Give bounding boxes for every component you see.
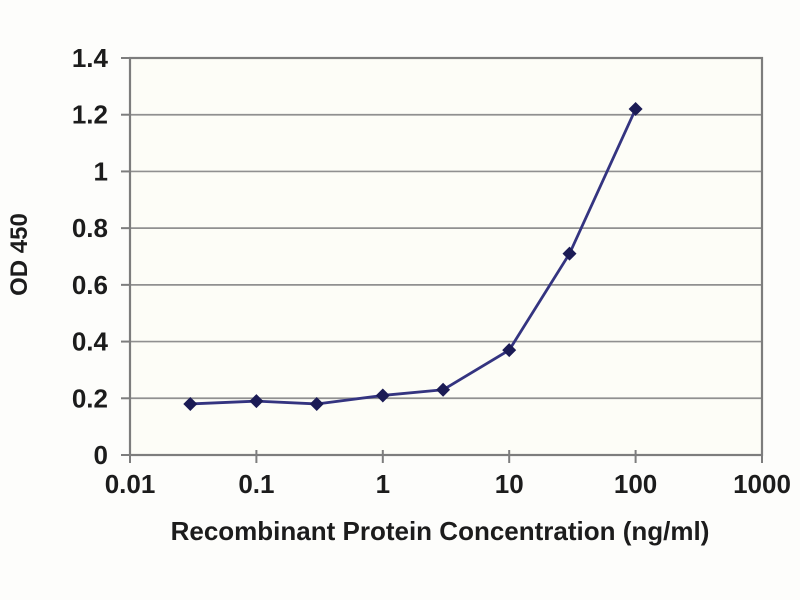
data-point-marker bbox=[436, 382, 451, 397]
x-tick-label: 0.1 bbox=[238, 469, 274, 499]
y-tick-label: 1.4 bbox=[72, 43, 109, 73]
x-axis-title: Recombinant Protein Concentration (ng/ml… bbox=[171, 516, 710, 546]
y-tick-label: 0 bbox=[94, 440, 108, 470]
y-tick-label: 0.2 bbox=[72, 383, 108, 413]
x-tick-label: 10 bbox=[495, 469, 524, 499]
y-tick-label: 1 bbox=[94, 156, 108, 186]
data-point-marker bbox=[183, 396, 198, 411]
data-point-marker bbox=[375, 388, 390, 403]
data-point-marker bbox=[562, 246, 577, 261]
data-point-marker bbox=[249, 394, 264, 409]
series-line bbox=[188, 107, 637, 406]
x-tick-label: 100 bbox=[614, 469, 657, 499]
plot-frame bbox=[128, 56, 764, 457]
y-tick-label: 0.8 bbox=[72, 213, 108, 243]
x-tick-label: 0.01 bbox=[105, 469, 156, 499]
x-tick-label: 1000 bbox=[733, 469, 791, 499]
data-point-marker bbox=[309, 396, 324, 411]
y-tick-label: 0.4 bbox=[72, 327, 109, 357]
plot-area bbox=[130, 58, 762, 455]
y-tick-label: 0.6 bbox=[72, 270, 108, 300]
x-tick-label: 1 bbox=[376, 469, 390, 499]
y-tick-label: 1.2 bbox=[72, 100, 108, 130]
data-point-marker bbox=[502, 343, 517, 358]
data-point-marker bbox=[628, 102, 643, 117]
y-axis-title: OD 450 bbox=[6, 213, 33, 296]
